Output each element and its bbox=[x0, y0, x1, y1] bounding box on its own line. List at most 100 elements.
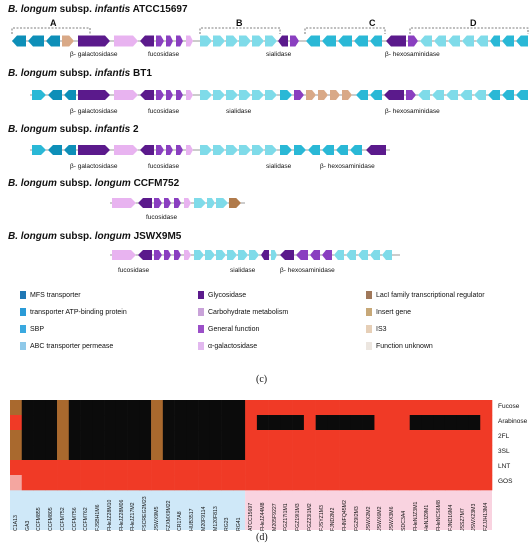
heatmap-cell bbox=[315, 400, 328, 416]
heatmap-cell bbox=[374, 445, 387, 461]
gene-arrow bbox=[186, 145, 193, 155]
heatmap-cell bbox=[186, 415, 199, 431]
heatmap-cell bbox=[80, 460, 93, 476]
heatmap-cell bbox=[198, 430, 211, 446]
gene-arrow bbox=[176, 145, 183, 155]
gene-arrow bbox=[322, 35, 336, 47]
heatmap-cell bbox=[339, 445, 352, 461]
heatmap-cell bbox=[245, 400, 258, 416]
strain-column-label: JSWX9M5 bbox=[153, 506, 160, 531]
gene-arrow bbox=[78, 90, 110, 100]
heatmap-cell bbox=[80, 445, 93, 461]
gene-arrow bbox=[462, 35, 474, 47]
gene-arrow bbox=[384, 90, 404, 100]
gene-arrow bbox=[278, 35, 288, 47]
heatmap-cell bbox=[209, 445, 222, 461]
strain-column-label: GA3 bbox=[24, 520, 31, 531]
heatmap-cell bbox=[292, 415, 305, 431]
gene-arrow bbox=[229, 198, 241, 208]
heatmap-cell bbox=[233, 430, 246, 446]
heatmap-cell bbox=[245, 430, 258, 446]
heatmap-cells bbox=[10, 400, 493, 491]
strain-column-label: CR17A8 bbox=[177, 511, 184, 531]
legend-swatch bbox=[20, 325, 26, 333]
heatmap-cell bbox=[21, 445, 34, 461]
gene-arrow bbox=[356, 90, 368, 100]
strain-column-label: FHeNCS6M8 bbox=[436, 500, 443, 531]
heatmap-cell bbox=[268, 475, 281, 491]
strain-column-label: RG23 bbox=[224, 517, 231, 531]
heatmap-cell bbox=[327, 400, 340, 416]
strain-column-label: M120F813 bbox=[212, 506, 219, 531]
heatmap-cell bbox=[21, 460, 34, 476]
strain-column-label: CCFM855 bbox=[36, 507, 43, 531]
gene-arrow bbox=[48, 145, 62, 155]
heatmap-cell bbox=[421, 460, 434, 476]
gene-arrow bbox=[207, 198, 215, 208]
heatmap-cell bbox=[45, 430, 58, 446]
section-letter-d: D bbox=[470, 18, 477, 28]
heatmap-cell bbox=[233, 415, 246, 431]
gene-arrow bbox=[252, 145, 264, 155]
section-letter-c: C bbox=[369, 18, 376, 28]
gene-arrow bbox=[249, 250, 259, 260]
heatmap-cell bbox=[221, 415, 234, 431]
heatmap-cell bbox=[374, 460, 387, 476]
gene-arrow bbox=[213, 90, 225, 100]
heatmap-cell bbox=[198, 460, 211, 476]
heatmap-cell bbox=[151, 445, 164, 461]
heatmap-cell bbox=[221, 445, 234, 461]
heatmap-cell bbox=[127, 400, 140, 416]
strain-column-label: FHNFQ45M2 bbox=[342, 500, 349, 531]
strain-column-label: JSWX3M6 bbox=[389, 506, 396, 531]
heatmap-cell bbox=[339, 400, 352, 416]
heatmap-cell bbox=[362, 415, 375, 431]
gene-arrow bbox=[114, 145, 138, 155]
gene-arrow bbox=[200, 90, 212, 100]
heatmap-cell bbox=[21, 430, 34, 446]
heatmap-cell bbox=[456, 415, 469, 431]
heatmap-cell bbox=[456, 460, 469, 476]
heatmap-cell bbox=[303, 475, 316, 491]
heatmap-cell bbox=[480, 460, 493, 476]
gene-arrow bbox=[78, 35, 110, 47]
heatmap-cell bbox=[480, 415, 493, 431]
heatmap-cell bbox=[362, 475, 375, 491]
heatmap-cell bbox=[174, 445, 187, 461]
heatmap-cell bbox=[57, 445, 70, 461]
gene-arrow bbox=[112, 250, 136, 260]
gene-arrow bbox=[502, 90, 514, 100]
heatmap-cell bbox=[268, 460, 281, 476]
heatmap-cell bbox=[433, 430, 446, 446]
strain-column-label: FGZ23I1M2 bbox=[306, 503, 313, 531]
gene-arrow bbox=[213, 35, 225, 47]
gene-arrow bbox=[446, 90, 458, 100]
gene-arrow bbox=[154, 250, 162, 260]
heatmap-cell bbox=[280, 445, 293, 461]
heatmap-cell bbox=[57, 460, 70, 476]
heatmap-cell bbox=[327, 445, 340, 461]
strain-title-4: B. longum subsp. longum CCFM752 bbox=[8, 178, 180, 189]
gene-arrow bbox=[280, 90, 292, 100]
legend-item: Glycosidase bbox=[198, 291, 246, 299]
gene-arrow bbox=[265, 90, 277, 100]
strain-column-label: FHeJZ17M2 bbox=[130, 502, 137, 531]
heatmap-cell bbox=[350, 445, 363, 461]
heatmap-cell bbox=[256, 415, 269, 431]
heatmap-cell bbox=[444, 415, 458, 431]
heatmap-cell bbox=[327, 460, 340, 476]
gene-arrow bbox=[200, 145, 212, 155]
heatmap-cell bbox=[292, 445, 305, 461]
gene-arrow bbox=[216, 198, 228, 208]
gene-arrow bbox=[406, 90, 416, 100]
heatmap-cell bbox=[280, 430, 293, 446]
gene-label: fucosidase bbox=[148, 163, 180, 170]
gene-arrow bbox=[138, 250, 152, 260]
heatmap-cell bbox=[444, 460, 458, 476]
gene-arrow bbox=[290, 35, 299, 47]
heatmap-cell bbox=[68, 415, 81, 431]
heatmap-cell bbox=[315, 415, 328, 431]
heatmap-cell bbox=[386, 400, 399, 416]
heatmap-cell bbox=[162, 430, 175, 446]
gene-arrows-row-1 bbox=[12, 35, 528, 47]
